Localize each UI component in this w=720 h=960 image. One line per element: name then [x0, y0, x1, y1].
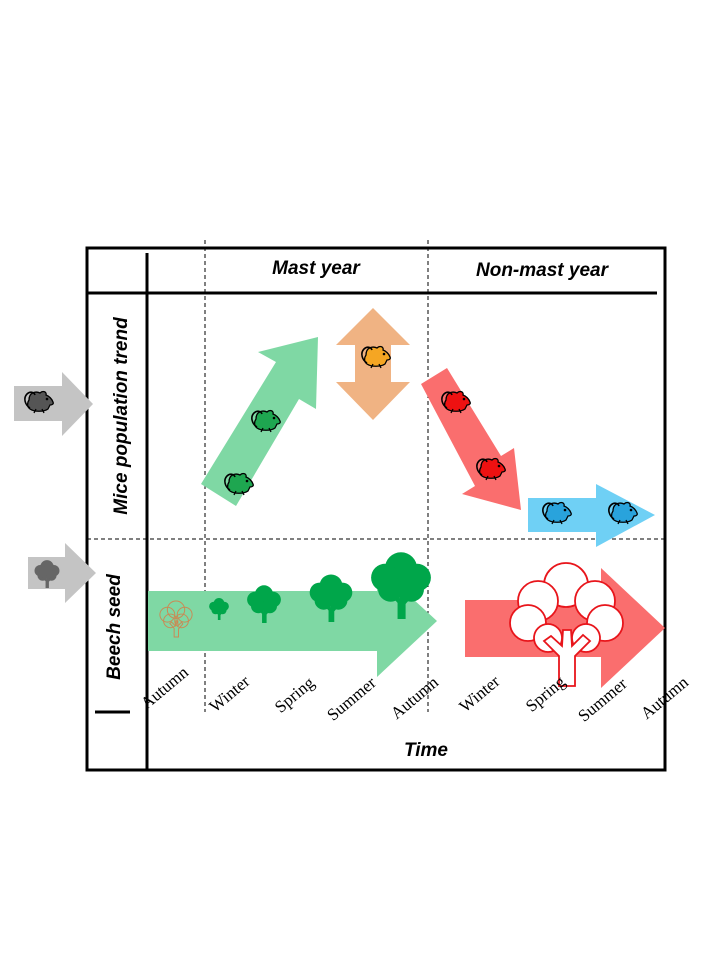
season-label: Autumn [137, 662, 192, 713]
season-label: Winter [206, 671, 254, 716]
low-arrow [528, 484, 655, 547]
tree-outline-large [509, 562, 624, 687]
header-non-mast-year: Non-mast year [476, 260, 610, 281]
season-label: Winter [456, 671, 504, 716]
season-label: Spring [271, 673, 318, 717]
season-label: Autumn [387, 672, 442, 723]
legend-tree-arrow [28, 543, 96, 603]
row-label-mice: Mice population trend [111, 317, 132, 515]
season-label: Summer [323, 673, 380, 725]
seed-increase-arrow [148, 566, 437, 677]
decrease-arrow [421, 368, 521, 510]
legend-mouse-arrow [14, 372, 93, 436]
header-mast-year: Mast year [272, 258, 361, 279]
diagram-frame [85, 246, 667, 772]
row-label-beech: Beech seed [104, 574, 125, 680]
time-axis-title: Time [404, 740, 448, 761]
